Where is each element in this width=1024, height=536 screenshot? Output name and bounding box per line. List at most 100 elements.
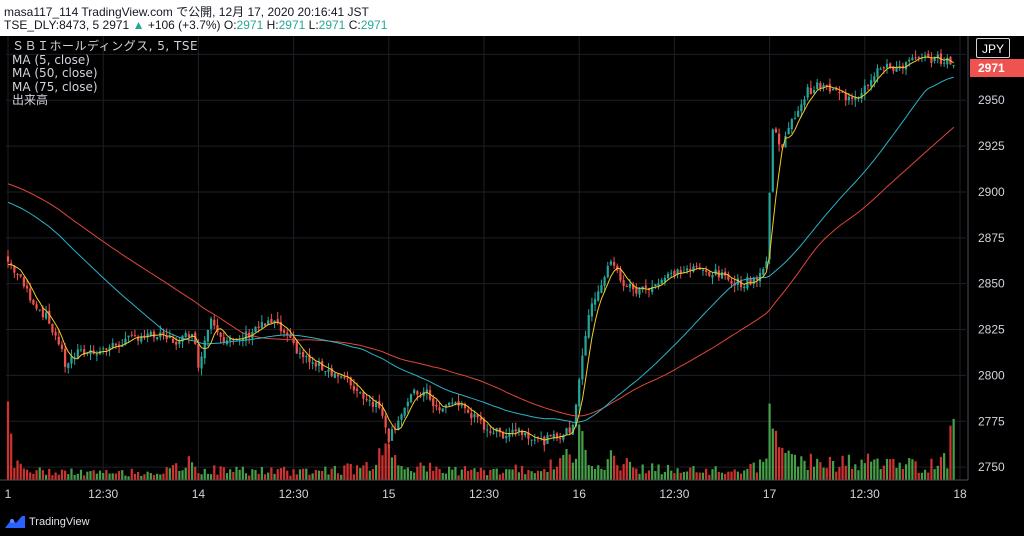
volume-bar [498, 474, 501, 480]
volume-bar [632, 467, 635, 480]
candle-body [765, 261, 768, 269]
y-tick-label: 2875 [978, 231, 1005, 245]
volume-bar [698, 472, 701, 480]
volume-bar [10, 433, 13, 480]
volume-bar [911, 459, 914, 480]
candle-body [587, 315, 590, 338]
volume-bar [676, 468, 679, 480]
candle-body [235, 338, 238, 340]
legend-ma50[interactable]: MA (50, close) [12, 66, 98, 80]
volume-bar [730, 471, 733, 480]
volume-bar [397, 465, 400, 480]
candle-body [79, 349, 83, 351]
candle-body [787, 128, 790, 135]
close-value: 2971 [360, 18, 388, 32]
volume-bar [295, 474, 298, 480]
volume-bar [447, 466, 451, 480]
volume-bar [35, 470, 38, 480]
volume-bar [524, 474, 527, 480]
candle-body [520, 430, 524, 436]
volume-bar [628, 461, 632, 480]
volume-bar [943, 453, 946, 480]
candle-body [295, 341, 298, 354]
tradingview-brand[interactable]: TradingView [5, 516, 90, 528]
candle-body [117, 344, 121, 347]
volume-bar [536, 470, 540, 480]
volume-bar [470, 469, 473, 480]
volume-bar [38, 467, 41, 480]
volume-bar [22, 468, 25, 480]
currency-label[interactable]: JPY [976, 38, 1010, 58]
volume-bar [666, 464, 670, 480]
volume-bar [685, 471, 689, 480]
candle-body [565, 428, 568, 435]
volume-bar [105, 470, 108, 480]
candle-body [911, 57, 914, 61]
candle-body [800, 104, 803, 112]
candle-body [244, 331, 248, 341]
volume-bar [787, 450, 790, 480]
y-tick-label: 2775 [978, 414, 1005, 428]
volume-bar [435, 466, 438, 480]
candle-body [638, 288, 641, 295]
candle-body [397, 420, 400, 430]
legend-volume[interactable]: 出来高 [12, 93, 49, 107]
volume-bar [54, 472, 57, 480]
candle-body [841, 91, 844, 93]
price-chart[interactable]: 2750 2775 2800 2825 2850 2875 2900 2925 2950 1 12:… [0, 0, 1024, 510]
candle-body [13, 265, 16, 273]
volume-bar [806, 469, 809, 480]
volume-bar [260, 467, 263, 480]
volume-bar [492, 468, 495, 480]
candle-body [889, 63, 892, 68]
candle-body [216, 325, 219, 333]
candle-body [289, 334, 292, 338]
candle-body [124, 338, 127, 345]
candle-body [67, 363, 70, 369]
volume-bar [203, 468, 206, 480]
footer: TradingView [0, 510, 1024, 536]
volume-bar [51, 475, 54, 480]
volume-bar [952, 418, 955, 480]
volume-bar [495, 468, 498, 480]
candle-body [308, 354, 311, 363]
volume-bar [384, 443, 387, 480]
volume-bar [587, 465, 590, 480]
volume-bar [781, 447, 784, 480]
legend-ma5[interactable]: MA (5, close) [12, 52, 90, 67]
volume-bar [149, 473, 152, 480]
volume-bar [616, 465, 619, 480]
volume-bar [920, 472, 924, 480]
volume-bar [127, 476, 130, 480]
volume-bar [752, 462, 755, 480]
candle-body [29, 288, 32, 301]
candle-body [758, 272, 762, 282]
volume-bar [133, 473, 137, 480]
volume-bar [479, 467, 482, 480]
volume-bar [901, 468, 904, 480]
candle-body [435, 405, 438, 407]
volume-bar [298, 469, 302, 480]
volume-bar [460, 469, 463, 480]
candle-body [489, 431, 492, 433]
x-tick-label: 18 [953, 487, 967, 501]
candle-body [819, 83, 822, 89]
candle-body [952, 65, 955, 67]
volume-bar [546, 471, 549, 480]
volume-bar [235, 466, 238, 480]
volume-bar [790, 454, 793, 480]
candle-body [825, 84, 828, 86]
volume-bar [29, 472, 32, 480]
volume-bar [44, 474, 48, 480]
legend-ma75[interactable]: MA (75, close) [12, 79, 98, 94]
volume-bar [689, 467, 692, 480]
volume-bar [870, 461, 873, 480]
volume-bar [467, 470, 470, 480]
candle-body [209, 318, 213, 329]
volume-bar [355, 465, 359, 480]
candle-body [111, 342, 114, 348]
x-tick-label: 15 [382, 487, 396, 501]
volume-bar [743, 470, 746, 480]
ma50-line [7, 76, 954, 423]
volume-bar [419, 462, 422, 480]
